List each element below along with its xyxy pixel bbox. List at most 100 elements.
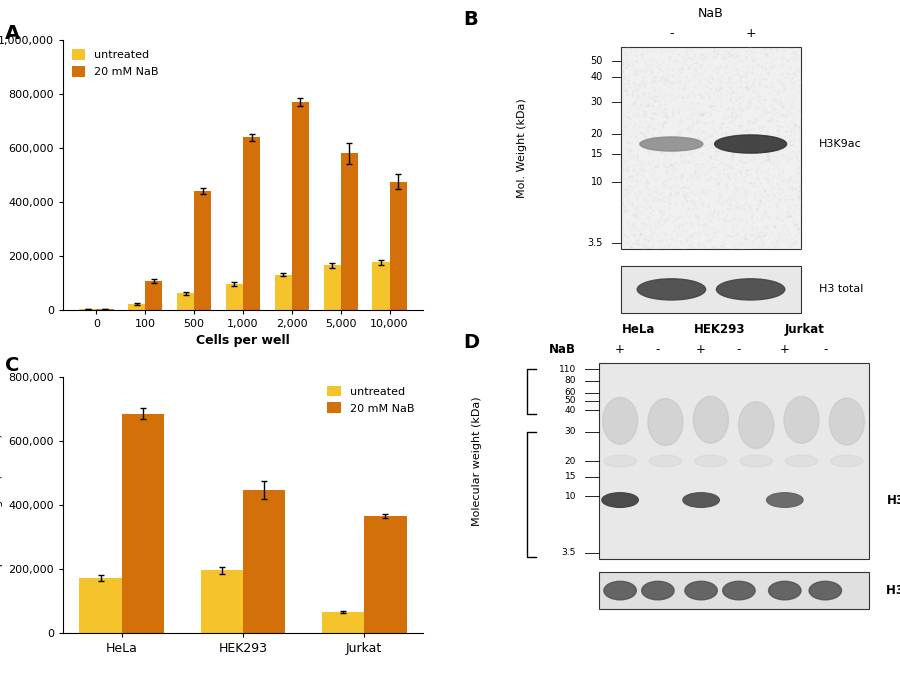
Point	[734, 226, 749, 237]
Point	[700, 139, 715, 149]
Point	[788, 92, 803, 103]
Point	[707, 228, 722, 239]
Point	[760, 166, 774, 177]
Point	[703, 95, 717, 106]
Point	[661, 161, 675, 172]
Point	[628, 56, 643, 67]
Point	[657, 111, 671, 122]
Point	[648, 166, 662, 176]
Point	[686, 228, 700, 239]
Point	[733, 112, 747, 123]
Point	[699, 50, 714, 61]
Point	[689, 166, 704, 177]
Point	[778, 176, 792, 186]
Point	[688, 210, 703, 221]
Point	[654, 194, 669, 205]
Point	[697, 219, 711, 229]
Point	[658, 176, 672, 186]
Point	[680, 156, 695, 167]
Point	[788, 176, 803, 187]
Point	[774, 98, 788, 108]
Point	[670, 76, 685, 87]
Point	[719, 160, 733, 170]
Point	[647, 161, 662, 172]
Point	[708, 203, 723, 214]
Point	[673, 150, 688, 161]
Point	[780, 201, 795, 212]
Point	[746, 179, 760, 190]
Point	[619, 184, 634, 195]
Point	[622, 112, 636, 123]
Point	[703, 215, 717, 226]
Point	[623, 144, 637, 155]
Point	[770, 141, 785, 152]
Point	[616, 229, 631, 240]
Point	[729, 94, 743, 105]
Point	[781, 156, 796, 167]
Point	[680, 197, 695, 207]
Point	[768, 221, 782, 232]
Text: +: +	[745, 27, 756, 40]
Point	[655, 177, 670, 188]
Point	[708, 146, 723, 157]
Point	[618, 83, 633, 94]
Point	[717, 164, 732, 174]
Point	[751, 87, 765, 98]
Point	[677, 191, 691, 202]
Point	[699, 219, 714, 230]
Point	[760, 50, 775, 61]
Point	[707, 96, 722, 107]
Point	[759, 104, 773, 115]
Point	[637, 160, 652, 170]
Point	[618, 164, 633, 174]
Point	[777, 44, 791, 55]
Point	[681, 211, 696, 221]
Point	[765, 157, 779, 168]
Point	[693, 110, 707, 120]
Point	[786, 237, 800, 248]
Point	[649, 71, 663, 82]
Point	[633, 115, 647, 126]
Text: HeLa: HeLa	[622, 323, 656, 336]
Point	[681, 52, 696, 63]
Y-axis label: AlphaLISA Signal (counts): AlphaLISA Signal (counts)	[0, 433, 3, 577]
Point	[713, 81, 727, 92]
Point	[703, 83, 717, 94]
Point	[625, 91, 639, 102]
Point	[758, 74, 772, 85]
Point	[696, 240, 710, 251]
Point	[695, 108, 709, 118]
Point	[627, 160, 642, 170]
Point	[739, 46, 753, 57]
Point	[709, 146, 724, 157]
Point	[775, 233, 789, 244]
Point	[683, 126, 698, 137]
Point	[745, 68, 760, 79]
Point	[691, 218, 706, 229]
Point	[747, 157, 761, 168]
Point	[663, 190, 678, 201]
Point	[755, 73, 770, 84]
Point	[710, 149, 724, 160]
Point	[737, 198, 751, 209]
Point	[684, 197, 698, 207]
Point	[652, 74, 666, 85]
Point	[778, 126, 793, 137]
Point	[678, 193, 692, 204]
Point	[730, 201, 744, 211]
Point	[685, 220, 699, 231]
Point	[690, 211, 705, 222]
Point	[770, 42, 784, 53]
Point	[778, 43, 793, 54]
Point	[685, 98, 699, 108]
Point	[689, 138, 704, 149]
Point	[724, 231, 739, 242]
Point	[770, 199, 784, 210]
Point	[763, 113, 778, 124]
Point	[686, 137, 700, 147]
Point	[708, 231, 723, 242]
Point	[655, 45, 670, 56]
Point	[775, 121, 789, 132]
Point	[652, 60, 667, 71]
Point	[718, 180, 733, 191]
